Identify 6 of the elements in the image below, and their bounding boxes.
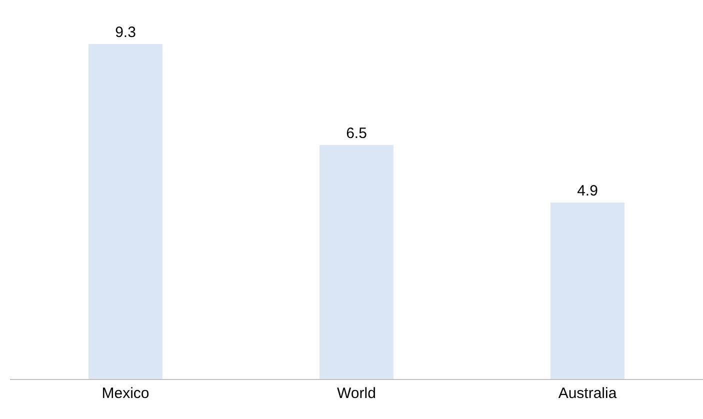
x-tick-label: World	[337, 385, 376, 402]
data-label: 9.3	[115, 24, 136, 41]
x-tick-label: Australia	[558, 385, 618, 402]
data-label: 6.5	[346, 124, 367, 142]
data-label: 4.9	[577, 182, 598, 200]
x-tick-label: Mexico	[102, 385, 150, 402]
